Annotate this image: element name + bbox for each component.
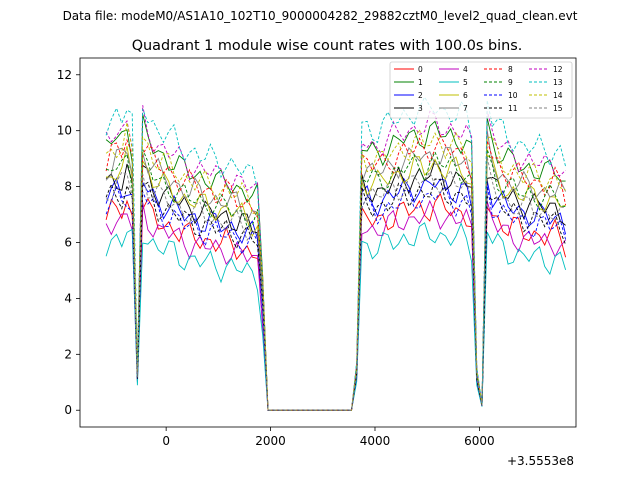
legend-label-8: 8 bbox=[508, 65, 513, 74]
y-tick-label: 2 bbox=[64, 347, 72, 361]
x-tick-label: 0 bbox=[162, 434, 170, 448]
chart-title: Quadrant 1 module wise count rates with … bbox=[132, 38, 523, 54]
legend-label-12: 12 bbox=[553, 65, 563, 74]
plot-frame bbox=[79, 57, 577, 428]
series-line-15 bbox=[105, 156, 566, 411]
y-tick-label: 12 bbox=[57, 68, 72, 82]
legend-label-5: 5 bbox=[463, 78, 468, 87]
x-tick-label: 2000 bbox=[255, 434, 286, 448]
legend-label-2: 2 bbox=[418, 91, 423, 100]
legend-label-13: 13 bbox=[553, 78, 563, 87]
legend-label-0: 0 bbox=[418, 65, 423, 74]
y-tick-label: 4 bbox=[64, 291, 72, 305]
legend-label-15: 15 bbox=[553, 104, 563, 113]
legend-label-7: 7 bbox=[463, 104, 468, 113]
x-axis-offset-label: +3.5553e8 bbox=[507, 454, 574, 468]
y-tick-label: 0 bbox=[64, 403, 72, 417]
legend-label-9: 9 bbox=[508, 78, 513, 87]
x-tick-label: 4000 bbox=[360, 434, 391, 448]
series-line-0 bbox=[105, 192, 567, 411]
legend-box bbox=[389, 61, 573, 119]
x-tick-label: 6000 bbox=[464, 434, 495, 448]
legend-label-3: 3 bbox=[418, 104, 423, 113]
series-line-10 bbox=[105, 184, 567, 411]
series-line-5 bbox=[105, 222, 567, 411]
legend-label-6: 6 bbox=[463, 91, 468, 100]
legend-label-4: 4 bbox=[463, 65, 468, 74]
legend-label-10: 10 bbox=[508, 91, 518, 100]
y-tick-label: 10 bbox=[57, 124, 72, 138]
legend-label-14: 14 bbox=[553, 91, 563, 100]
y-tick-label: 8 bbox=[64, 180, 72, 194]
series-lines bbox=[105, 96, 567, 411]
legend-label-1: 1 bbox=[418, 78, 423, 87]
legend-label-11: 11 bbox=[508, 104, 518, 113]
series-line-11 bbox=[105, 178, 567, 411]
series-line-9 bbox=[105, 149, 566, 411]
series-line-12 bbox=[105, 105, 566, 411]
series-line-1 bbox=[105, 114, 566, 411]
chart-suptitle: Data file: modeM0/AS1A10_102T10_90000042… bbox=[63, 9, 578, 23]
series-line-4 bbox=[105, 199, 566, 411]
series-line-2 bbox=[105, 177, 567, 411]
y-tick-label: 6 bbox=[64, 236, 72, 250]
